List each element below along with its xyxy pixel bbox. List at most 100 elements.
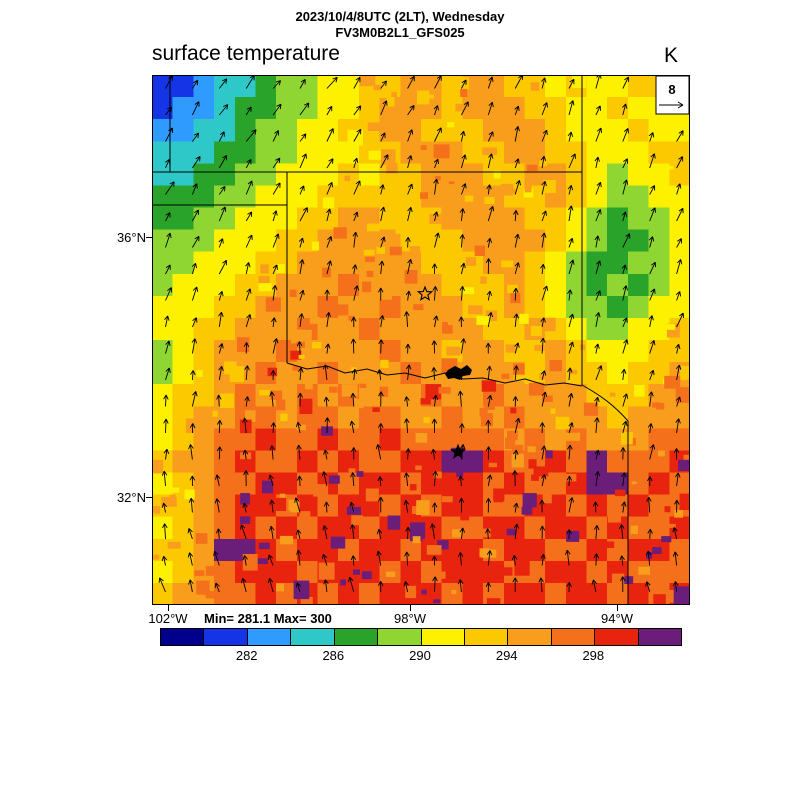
wind-arrow-icon bbox=[322, 364, 329, 381]
wind-arrow-icon bbox=[272, 130, 280, 142]
wind-arrow-icon bbox=[541, 129, 548, 142]
wind-arrow-icon bbox=[487, 205, 495, 222]
wind-arrow-icon bbox=[622, 285, 628, 301]
wind-arrow-icon bbox=[161, 470, 168, 487]
lat-label-36n: 36°N bbox=[116, 230, 146, 245]
wind-arrow-icon bbox=[403, 581, 409, 593]
wind-arrow-icon bbox=[161, 502, 168, 513]
wind-arrow-icon bbox=[487, 312, 494, 328]
wind-arrow-icon bbox=[487, 76, 494, 89]
wind-arrow-icon bbox=[431, 555, 438, 566]
wind-arrow-icon bbox=[191, 391, 198, 407]
wind-arrow-icon bbox=[540, 317, 546, 328]
wind-arrow-icon bbox=[595, 127, 603, 142]
wind-arrow-icon bbox=[649, 339, 656, 354]
wind-arrow-icon bbox=[619, 555, 625, 566]
wind-arrow-icon bbox=[568, 422, 574, 434]
wind-arrow-icon bbox=[242, 502, 248, 513]
wind-arrow-icon bbox=[512, 396, 519, 407]
wind-arrow-icon bbox=[514, 342, 520, 354]
wind-arrow-icon bbox=[158, 577, 166, 593]
wind-arrow-icon bbox=[188, 444, 194, 460]
wind-arrow-icon bbox=[299, 207, 308, 222]
wind-arrow-icon bbox=[403, 472, 410, 487]
wind-arrow-icon bbox=[268, 474, 274, 487]
wind-arrow-icon bbox=[271, 317, 277, 328]
wind-arrow-icon bbox=[649, 369, 655, 381]
wind-arrow-icon bbox=[676, 130, 684, 142]
wind-arrow-icon bbox=[675, 291, 682, 301]
wind-arrow-icon bbox=[541, 445, 547, 460]
wind-arrow-icon bbox=[215, 528, 222, 540]
wind-arrow-icon bbox=[165, 264, 171, 275]
wind-arrow-icon bbox=[213, 550, 220, 566]
wind-arrow-icon bbox=[245, 262, 251, 275]
wind-arrow-icon bbox=[378, 260, 385, 275]
wind-arrow-icon bbox=[326, 128, 334, 142]
wind-arrow-icon bbox=[407, 206, 413, 222]
wind-arrow-icon bbox=[326, 236, 333, 248]
wind-arrow-icon bbox=[567, 393, 574, 407]
wind-arrow-icon bbox=[191, 262, 198, 275]
wind-arrow-icon bbox=[272, 285, 278, 301]
wind-arrow-icon bbox=[541, 232, 547, 248]
wind-arrow-icon bbox=[245, 314, 252, 328]
wind-arrow-icon bbox=[487, 394, 493, 407]
wind-arrow-icon bbox=[215, 474, 221, 487]
wind-arrow-icon bbox=[353, 105, 362, 116]
wind-vector-layer bbox=[158, 75, 684, 593]
wind-arrow-icon bbox=[165, 106, 173, 116]
wind-arrow-icon bbox=[485, 446, 492, 460]
wind-arrow-icon bbox=[326, 181, 333, 195]
wind-arrow-icon bbox=[350, 392, 356, 407]
wind-arrow-icon bbox=[272, 80, 282, 89]
lon-tick-102w bbox=[168, 605, 169, 611]
wind-arrow-icon bbox=[298, 237, 305, 248]
wind-arrow-icon bbox=[594, 343, 600, 354]
wind-arrow-icon bbox=[568, 341, 575, 354]
wind-arrow-icon bbox=[240, 577, 247, 593]
wind-arrow-icon bbox=[405, 290, 412, 301]
wind-reference-arrow-icon bbox=[659, 101, 684, 109]
wind-arrow-icon bbox=[459, 527, 466, 540]
wind-reference-frame bbox=[655, 75, 690, 115]
wind-arrow-icon bbox=[541, 210, 547, 222]
wind-reference-box: 8 bbox=[655, 75, 690, 115]
wind-arrow-icon bbox=[568, 497, 574, 513]
wind-arrow-icon bbox=[567, 289, 573, 301]
wind-arrow-icon bbox=[218, 206, 227, 222]
wind-arrow-icon bbox=[514, 179, 521, 195]
wind-arrow-icon bbox=[568, 205, 574, 222]
wind-arrow-icon bbox=[460, 262, 466, 275]
lat-label-32n: 32°N bbox=[116, 490, 146, 505]
wind-arrow-icon bbox=[675, 364, 682, 381]
wind-arrow-icon bbox=[621, 368, 627, 381]
wind-arrow-icon bbox=[191, 317, 198, 328]
wind-arrow-icon bbox=[595, 290, 601, 301]
wind-arrow-icon bbox=[593, 553, 600, 566]
wind-arrow-icon bbox=[621, 103, 628, 116]
wind-arrow-icon bbox=[461, 101, 469, 116]
wind-arrow-icon bbox=[272, 210, 278, 222]
wind-arrow-icon bbox=[622, 233, 631, 248]
wind-arrow-icon bbox=[620, 447, 626, 460]
model-title: FV3M0B2L1_GFS025 bbox=[335, 25, 465, 40]
wind-arrow-icon bbox=[404, 311, 410, 328]
filled-star-marker bbox=[449, 443, 467, 459]
wind-arrow-icon bbox=[568, 153, 576, 169]
wind-arrow-icon bbox=[514, 417, 521, 434]
wind-arrow-icon bbox=[269, 391, 275, 407]
wind-arrow-icon bbox=[433, 211, 439, 222]
wind-arrow-icon bbox=[459, 234, 465, 248]
border-texas-arkansas bbox=[581, 384, 629, 605]
wind-arrow-icon bbox=[165, 340, 171, 354]
wind-reference-value: 8 bbox=[668, 82, 675, 97]
wind-arrow-icon bbox=[214, 498, 221, 513]
wind-arrow-icon bbox=[458, 475, 464, 487]
wind-arrow-icon bbox=[512, 470, 518, 487]
wind-arrow-icon bbox=[593, 525, 600, 540]
wind-arrow-icon bbox=[433, 158, 439, 169]
wind-arrow-icon bbox=[191, 183, 198, 195]
wind-arrow-icon bbox=[648, 236, 655, 248]
wind-arrow-icon bbox=[622, 317, 628, 328]
